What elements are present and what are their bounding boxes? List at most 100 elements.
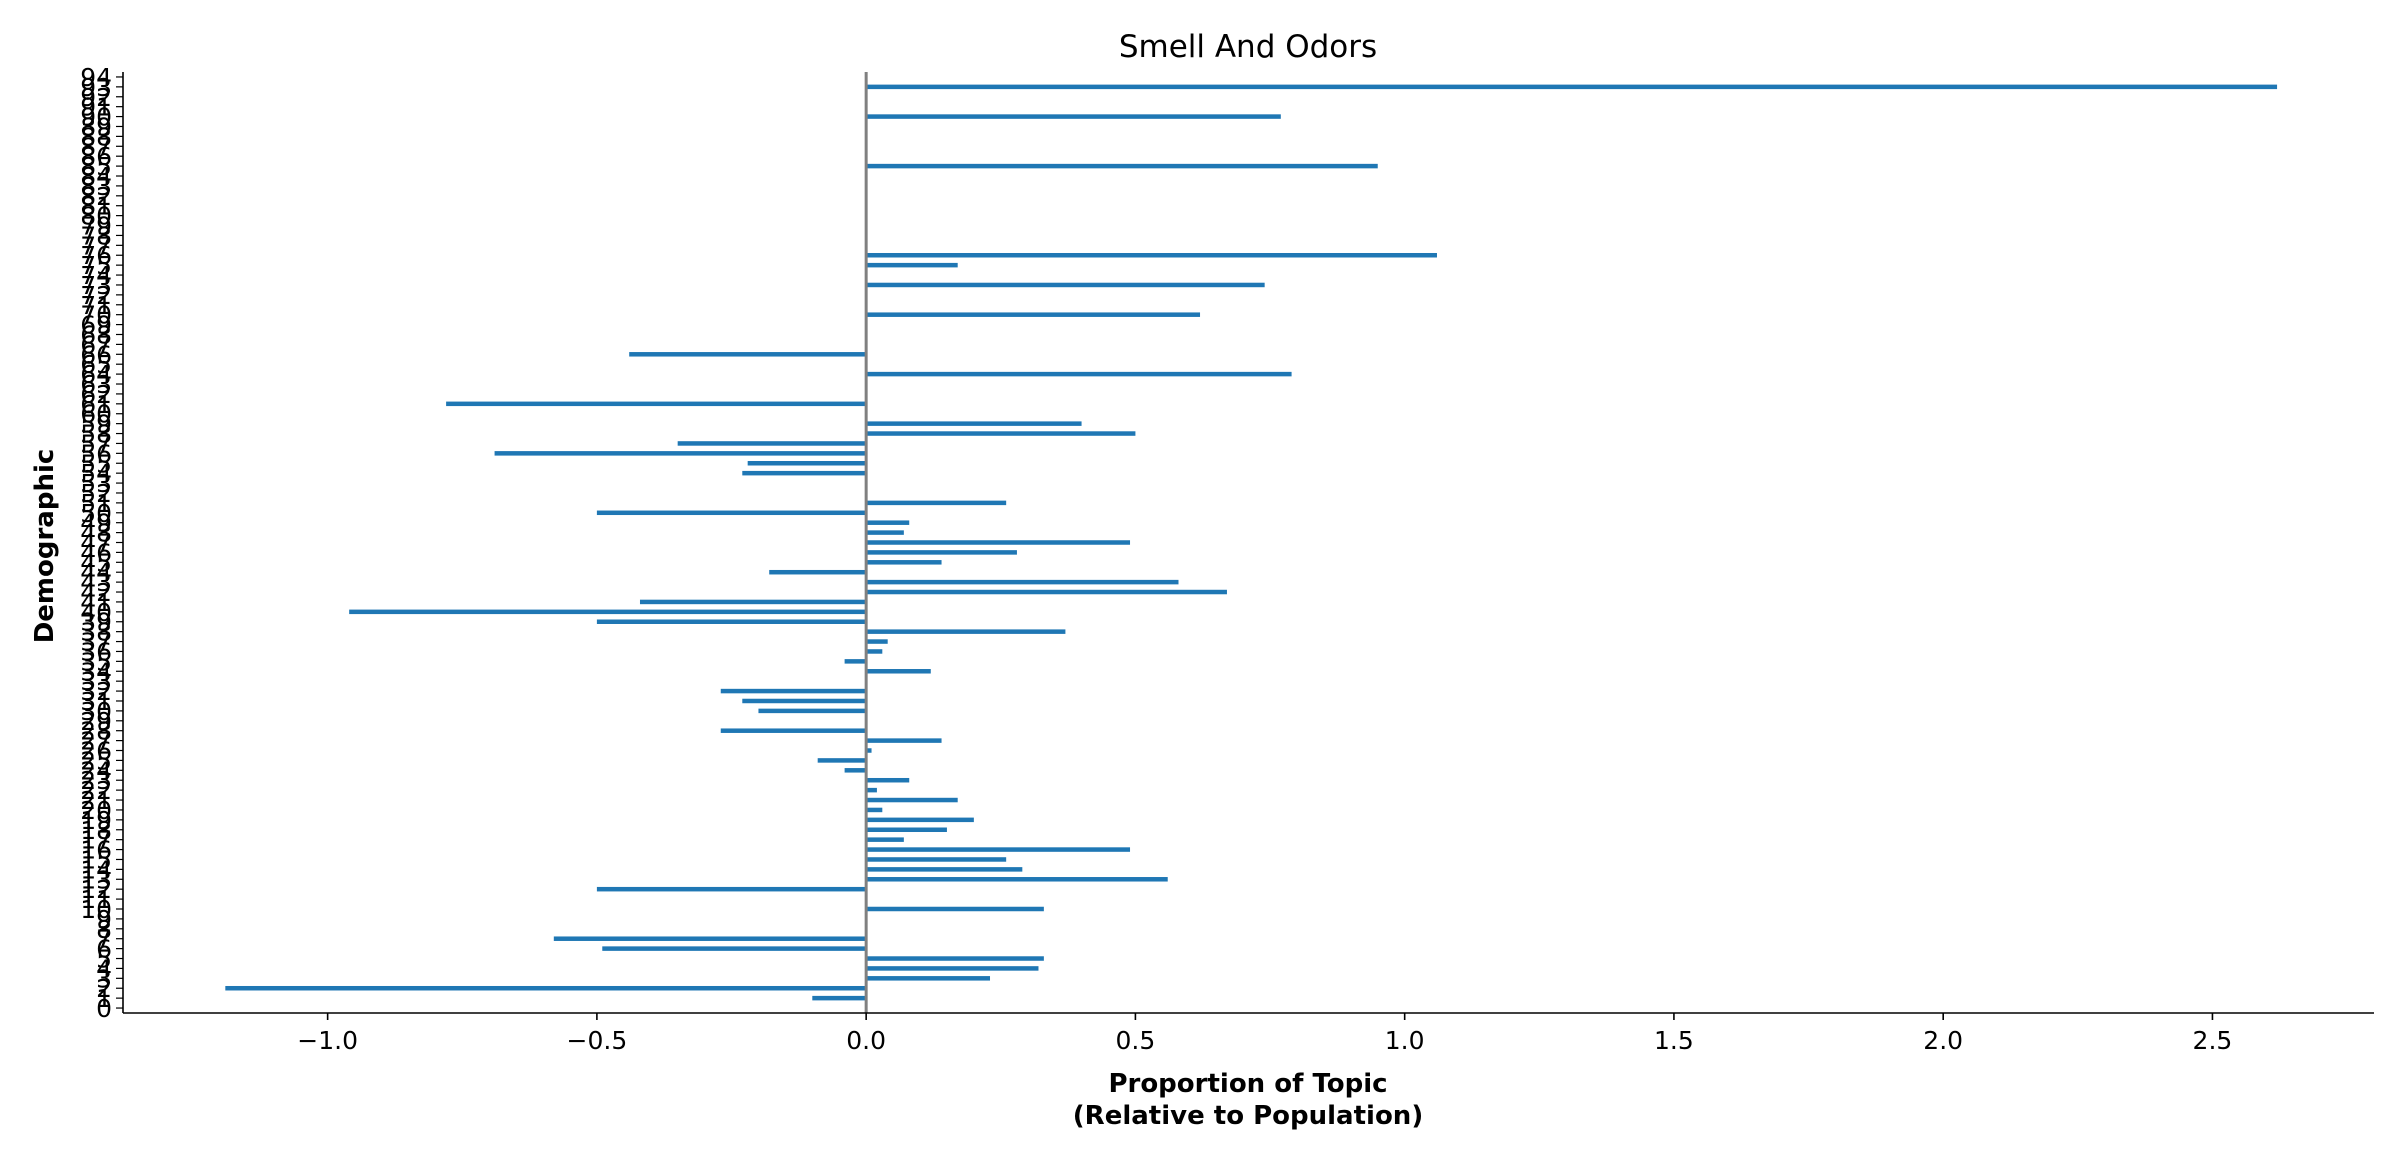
bar-42 [866, 589, 1227, 595]
y-tick-label: 3 [96, 964, 112, 993]
bar-32 [720, 688, 867, 694]
y-tick-label: 56 [80, 439, 112, 468]
y-tick-label: 44 [80, 558, 112, 587]
y-tick-label: 91 [80, 93, 112, 122]
y-tick-label: 94 [80, 63, 112, 92]
y-tick-label: 82 [80, 182, 112, 211]
y-tick-label: 58 [80, 420, 112, 449]
bar-43 [866, 579, 1179, 585]
bar-73 [866, 282, 1265, 288]
y-tick-label: 17 [80, 826, 112, 855]
y-tick-label: 50 [80, 499, 112, 528]
bar-7 [553, 936, 867, 941]
bar-27 [866, 738, 942, 743]
y-tick-label: 0 [96, 994, 112, 1023]
y-tick-label: 87 [80, 132, 112, 161]
bar-14 [866, 867, 1023, 872]
y-tick-label: 88 [80, 122, 112, 151]
y-tick-label: 18 [80, 816, 112, 845]
y-tick-label: 20 [80, 796, 112, 825]
y-tick-label: 59 [80, 410, 112, 439]
y-tick-label: 33 [80, 667, 112, 696]
bar-90 [866, 114, 1281, 119]
y-tick-label: 64 [80, 360, 112, 389]
y-tick-label: 55 [80, 449, 112, 478]
y-axis-label: Demographic [30, 449, 60, 644]
bar-75 [866, 262, 958, 268]
y-tick-label: 5 [96, 945, 112, 974]
bar-34 [866, 669, 931, 674]
y-tick-label: 10 [80, 895, 112, 924]
y-tick-label: 90 [80, 103, 112, 132]
y-tick-label: 43 [80, 568, 112, 597]
y-tick-label: 7 [96, 925, 112, 954]
bar-5 [866, 956, 1044, 961]
bar-20 [866, 807, 883, 813]
y-tick-label: 89 [80, 112, 112, 141]
y-tick-label: 36 [80, 637, 112, 666]
y-tick-label: 24 [80, 756, 112, 785]
y-tick-label: 31 [80, 687, 112, 716]
bar-93 [866, 84, 2278, 90]
y-tick-label: 51 [80, 489, 112, 518]
bar-47 [866, 540, 1131, 545]
bars-group [225, 84, 2278, 1001]
y-tick-label: 49 [80, 509, 112, 538]
y-tick-label: 74 [80, 261, 112, 290]
y-tick-label: 19 [80, 806, 112, 835]
bar-18 [866, 827, 947, 833]
bar-31 [742, 698, 867, 704]
y-tick-label: 53 [80, 469, 112, 498]
bar-17 [866, 837, 904, 842]
y-tick-label: 8 [96, 915, 112, 944]
bar-64 [866, 371, 1292, 377]
bar-26 [866, 748, 872, 753]
y-tick-label: 32 [80, 677, 112, 706]
y-tick-label: 75 [80, 251, 112, 280]
x-tick-label: 1.5 [1654, 1026, 1694, 1055]
y-tick-label: 67 [80, 330, 112, 359]
bar-12 [596, 886, 867, 892]
bar-56 [494, 451, 867, 456]
y-tick-label: 83 [80, 172, 112, 201]
bar-61 [446, 401, 867, 407]
bar-41 [639, 599, 867, 605]
y-tick-label: 54 [80, 459, 112, 488]
chart-title: Smell And Odors [1119, 29, 1377, 65]
y-tick-label: 21 [80, 786, 112, 815]
y-tick-label: 40 [80, 598, 112, 627]
y-tick-label: 1 [96, 984, 112, 1013]
bar-48 [866, 530, 904, 535]
y-tick-label: 77 [80, 231, 112, 260]
y-tick-label: 79 [80, 212, 112, 241]
bar-28 [720, 728, 867, 733]
y-tick-label: 46 [80, 538, 112, 567]
y-tick-label: 22 [80, 776, 112, 805]
bar-1 [812, 995, 867, 1001]
y-tick-label: 38 [80, 618, 112, 647]
bar-4 [866, 966, 1039, 971]
bar-54 [742, 470, 867, 476]
y-tick-label: 2 [96, 974, 112, 1003]
bar-57 [677, 441, 867, 446]
x-tick-label: 1.0 [1385, 1026, 1425, 1055]
bar-3 [866, 976, 991, 981]
bar-46 [866, 550, 1017, 555]
bar-76 [866, 252, 1437, 258]
y-tick-label: 28 [80, 717, 112, 746]
y-tick-label: 78 [80, 221, 112, 250]
y-tick-label: 81 [80, 192, 112, 221]
y-tick-label: 48 [80, 519, 112, 548]
y-tick-label: 69 [80, 311, 112, 340]
bar-40 [349, 609, 867, 615]
y-tick-label: 84 [80, 162, 112, 191]
x-axis-label-line1: Proportion of Topic [1108, 1069, 1387, 1099]
x-tick-label: 0.5 [1116, 1026, 1156, 1055]
y-tick-label: 72 [80, 281, 112, 310]
y-tick-label: 62 [80, 380, 112, 409]
bar-49 [866, 520, 910, 525]
y-tick-label: 12 [80, 875, 112, 904]
bar-45 [866, 560, 942, 565]
bar-6 [602, 946, 867, 951]
